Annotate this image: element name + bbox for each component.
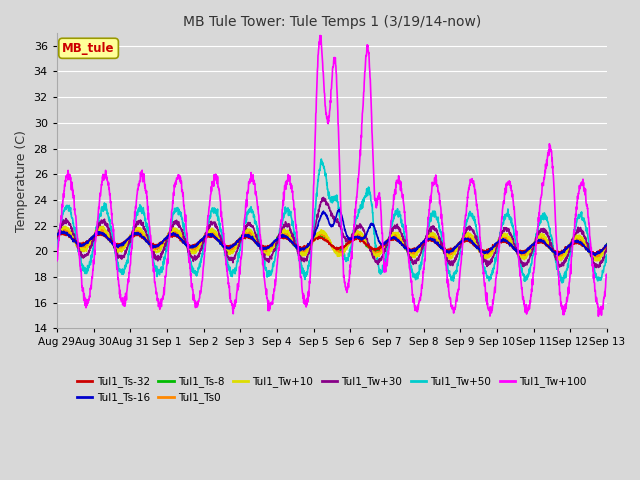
Tul1_Ts-32 <box>588 250 595 255</box>
Tul1_Ts0 <box>594 256 602 262</box>
Tul1_Ts-8 <box>57 227 65 233</box>
Tul1_Ts-16 <box>81 241 89 247</box>
Line: Tul1_Tw+30: Tul1_Tw+30 <box>57 197 607 268</box>
Tul1_Tw+10 <box>588 251 595 256</box>
Tul1_Tw+50 <box>306 259 314 264</box>
Tul1_Tw+50 <box>53 245 61 251</box>
Tul1_Ts-32 <box>486 247 494 252</box>
Y-axis label: Temperature (C): Temperature (C) <box>15 130 28 232</box>
Tul1_Ts0 <box>134 225 141 231</box>
Tul1_Ts-32 <box>556 251 563 257</box>
Tul1_Ts-16 <box>587 251 595 256</box>
Tul1_Tw+10 <box>321 229 328 235</box>
Tul1_Ts0 <box>53 234 61 240</box>
Tul1_Tw+50 <box>81 268 89 274</box>
Tul1_Ts-8 <box>588 252 595 258</box>
Tul1_Ts-16 <box>588 250 595 255</box>
Tul1_Tw+100 <box>587 247 595 253</box>
Tul1_Ts0 <box>306 242 314 248</box>
Line: Tul1_Tw+10: Tul1_Tw+10 <box>57 226 607 261</box>
Tul1_Ts-16 <box>306 240 314 246</box>
Tul1_Ts-8 <box>53 232 61 238</box>
Tul1_Ts-8 <box>603 241 611 247</box>
Tul1_Ts-32 <box>60 229 67 235</box>
Tul1_Ts-8 <box>588 252 595 257</box>
Tul1_Ts-8 <box>556 253 563 259</box>
Tul1_Ts-32 <box>588 249 595 255</box>
Tul1_Tw+30 <box>603 245 611 251</box>
Legend: Tul1_Ts-32, Tul1_Ts-16, Tul1_Ts-8, Tul1_Ts0, Tul1_Tw+10, Tul1_Tw+30, Tul1_Tw+50,: Tul1_Ts-32, Tul1_Ts-16, Tul1_Ts-8, Tul1_… <box>73 372 591 408</box>
Tul1_Ts-16 <box>603 241 611 247</box>
Tul1_Tw+100 <box>588 245 595 251</box>
Tul1_Ts-32 <box>603 243 611 249</box>
Tul1_Tw+30 <box>319 194 327 200</box>
Tul1_Ts-16 <box>486 247 494 253</box>
Tul1_Tw+30 <box>587 251 595 256</box>
Line: Tul1_Ts-32: Tul1_Ts-32 <box>57 232 607 254</box>
Tul1_Tw+100 <box>603 272 611 277</box>
Tul1_Tw+10 <box>81 246 89 252</box>
Tul1_Tw+50 <box>317 156 325 162</box>
Tul1_Ts-32 <box>321 238 328 243</box>
Tul1_Ts0 <box>587 251 595 256</box>
Tul1_Tw+10 <box>486 253 494 259</box>
Tul1_Tw+30 <box>53 236 61 241</box>
Tul1_Tw+30 <box>81 252 89 258</box>
Tul1_Tw+30 <box>588 253 595 259</box>
Tul1_Tw+100 <box>81 302 89 308</box>
Tul1_Tw+100 <box>321 91 328 96</box>
Tul1_Tw+100 <box>595 313 602 319</box>
Tul1_Tw+10 <box>61 223 69 229</box>
Tul1_Tw+30 <box>486 259 494 264</box>
Tul1_Tw+10 <box>306 244 314 250</box>
Tul1_Tw+30 <box>593 265 600 271</box>
Tul1_Tw+30 <box>306 247 314 253</box>
Title: MB Tule Tower: Tule Temps 1 (3/19/14-now): MB Tule Tower: Tule Temps 1 (3/19/14-now… <box>183 15 481 29</box>
Tul1_Tw+100 <box>316 33 324 38</box>
Tul1_Tw+50 <box>588 255 595 261</box>
Tul1_Ts-8 <box>306 241 314 247</box>
Tul1_Tw+50 <box>603 252 611 258</box>
Tul1_Ts-8 <box>81 241 89 247</box>
Tul1_Ts-32 <box>81 241 89 247</box>
Tul1_Tw+50 <box>588 255 595 261</box>
Tul1_Ts-16 <box>53 233 61 239</box>
Line: Tul1_Tw+50: Tul1_Tw+50 <box>57 159 607 283</box>
Tul1_Tw+10 <box>603 244 611 250</box>
Tul1_Tw+10 <box>53 233 61 239</box>
Tul1_Tw+100 <box>53 258 61 264</box>
Tul1_Tw+50 <box>486 276 494 282</box>
Tul1_Tw+50 <box>321 167 328 172</box>
Tul1_Ts-16 <box>591 252 599 258</box>
Text: MB_tule: MB_tule <box>62 42 115 55</box>
Tul1_Tw+10 <box>596 258 604 264</box>
Tul1_Tw+100 <box>486 305 494 311</box>
Tul1_Ts-16 <box>321 211 328 216</box>
Tul1_Tw+100 <box>306 280 314 286</box>
Line: Tul1_Tw+100: Tul1_Tw+100 <box>57 36 607 316</box>
Tul1_Ts0 <box>486 252 494 257</box>
Tul1_Ts-8 <box>321 236 328 242</box>
Line: Tul1_Ts-8: Tul1_Ts-8 <box>57 230 607 256</box>
Tul1_Ts0 <box>321 233 328 239</box>
Tul1_Ts0 <box>603 242 611 248</box>
Line: Tul1_Ts-16: Tul1_Ts-16 <box>57 209 607 255</box>
Tul1_Ts0 <box>588 251 595 256</box>
Tul1_Tw+30 <box>321 198 328 204</box>
Tul1_Tw+10 <box>587 251 595 256</box>
Tul1_Ts-32 <box>53 232 61 238</box>
Tul1_Ts-32 <box>306 240 314 246</box>
Line: Tul1_Ts0: Tul1_Ts0 <box>57 228 607 259</box>
Tul1_Tw+50 <box>558 280 566 286</box>
Tul1_Ts-16 <box>335 206 343 212</box>
Tul1_Ts-8 <box>486 247 494 253</box>
Tul1_Ts0 <box>81 244 89 250</box>
